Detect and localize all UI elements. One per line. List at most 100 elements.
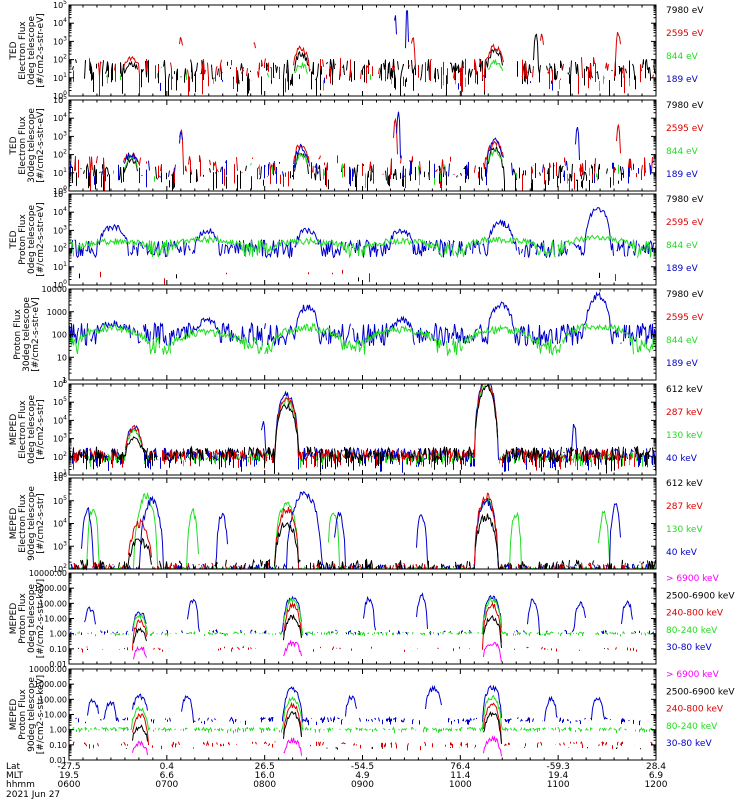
y-tick-label: 100 bbox=[52, 331, 67, 340]
legend-entry: > 6900 keV bbox=[666, 670, 720, 680]
legend-entry: 287 keV bbox=[666, 502, 703, 512]
series-trace bbox=[69, 322, 656, 357]
x-tick-hhmm: 1000 bbox=[449, 780, 472, 790]
legend-entry: 7980 eV bbox=[666, 290, 704, 300]
plot-frame bbox=[68, 668, 657, 761]
x-label-date: 2021 Jun 27 bbox=[6, 790, 60, 800]
series-287-kev bbox=[71, 492, 652, 571]
y-tick-label: 102 bbox=[53, 149, 67, 160]
x-tick-mlt: 4.9 bbox=[355, 771, 370, 781]
series-30-80-kev bbox=[70, 592, 654, 636]
series-189-ev bbox=[70, 208, 656, 258]
panel-1: 100 101 102 103 104 105 TED Electron Flux 0deg t… bbox=[9, 0, 704, 101]
plot-frame bbox=[68, 572, 657, 665]
y-tick-label: 101 bbox=[53, 469, 67, 480]
y-axis-label: Proton Flux bbox=[18, 689, 28, 740]
y-tick-label: 1000.00 bbox=[34, 584, 67, 593]
y-tick-label: 100 bbox=[53, 185, 67, 196]
legend-entry: 2595 eV bbox=[666, 29, 704, 39]
series-trace bbox=[126, 710, 641, 750]
x-tick-hhmm: 0600 bbox=[58, 780, 81, 790]
series-trace bbox=[79, 272, 600, 282]
y-tick-label: 105 bbox=[53, 94, 67, 105]
y-tick-label: 100.00 bbox=[39, 695, 67, 704]
legend-entry: 240-800 keV bbox=[666, 609, 724, 619]
series-189-ev bbox=[69, 291, 656, 347]
legend-entry: 2500-6900 keV bbox=[666, 687, 735, 697]
y-tick-label: 100 bbox=[53, 279, 67, 290]
legend-entry: 612 keV bbox=[666, 479, 703, 489]
y-tick-label: 102 bbox=[53, 243, 67, 254]
series-130-kev bbox=[69, 491, 656, 570]
y-axis-label: Electron Flux bbox=[18, 21, 28, 80]
y-tick-label: 106 bbox=[53, 472, 67, 483]
y-tick-label: 104 bbox=[53, 206, 67, 217]
y-axis-label: [#/cm2-s-str] bbox=[36, 399, 46, 459]
legend-entry: 7980 eV bbox=[666, 195, 704, 205]
legend-entry: 80-240 keV bbox=[666, 722, 718, 732]
series-240-800-kev bbox=[70, 603, 647, 652]
series-trace bbox=[70, 603, 647, 652]
legend-entry: 189 eV bbox=[666, 359, 699, 369]
x-tick-hhmm: 0700 bbox=[155, 780, 178, 790]
plot-frame bbox=[68, 4, 657, 97]
y-axis-label: [#/cm2-s-str-eV] bbox=[36, 108, 46, 183]
y-axis-label: TED bbox=[9, 136, 19, 155]
series-189-ev bbox=[142, 11, 654, 91]
series-trace bbox=[133, 639, 502, 662]
y-axis-label: MEPED bbox=[9, 603, 19, 635]
x-tick-hhmm: 1200 bbox=[645, 780, 668, 790]
legend-entry: 612 keV bbox=[666, 385, 703, 395]
y-tick-label: 102 bbox=[53, 54, 67, 65]
x-tick-hhmm: 0800 bbox=[253, 780, 276, 790]
legend-entry: 130 keV bbox=[666, 431, 703, 441]
panel-7: 0.01 0.10 1.00 10.00 100.00 1000.00 10000.00 ME… bbox=[9, 569, 735, 669]
y-axis-label: Electron Flux bbox=[18, 116, 28, 175]
series-trace bbox=[74, 513, 656, 571]
legend-entry: 844 eV bbox=[666, 147, 699, 157]
y-axis-label: [#/cm2-s-str-keV] bbox=[36, 675, 46, 754]
series-2595-ev bbox=[100, 269, 616, 285]
series-844-ev bbox=[69, 322, 656, 357]
x-tick-lat: 76.4 bbox=[450, 762, 470, 772]
y-axis-label: [#/cm2-s-str-eV] bbox=[36, 13, 46, 88]
y-axis-label: MEPED bbox=[9, 699, 19, 731]
y-axis-label: MEPED bbox=[9, 508, 19, 540]
series-trace bbox=[70, 491, 655, 571]
series-844-ev bbox=[99, 60, 650, 91]
y-tick-label: 103 bbox=[53, 35, 67, 46]
series-844-ev bbox=[101, 148, 655, 188]
y-tick-label: 101 bbox=[53, 261, 67, 272]
legend-entry: 130 keV bbox=[666, 525, 703, 535]
x-tick-lat: 26.5 bbox=[255, 762, 275, 772]
legend-entry: 40 keV bbox=[666, 548, 698, 558]
y-axis-label: 30deg telescope bbox=[22, 297, 32, 372]
x-tick-lat: 28.4 bbox=[646, 762, 666, 772]
legend-entry: 7980 eV bbox=[666, 101, 704, 111]
legend-entry: 80-240 keV bbox=[666, 626, 718, 636]
series-trace bbox=[70, 686, 656, 725]
y-tick-label: 1000.00 bbox=[34, 680, 67, 689]
series-trace bbox=[99, 60, 650, 91]
x-tick-hhmm: 0900 bbox=[351, 780, 374, 790]
series-trace bbox=[71, 492, 652, 571]
y-tick-label: 100.00 bbox=[39, 599, 67, 608]
series-2595-ev bbox=[73, 32, 654, 96]
y-tick-label: 101 bbox=[53, 72, 67, 83]
panel-8: 0.01 0.10 1.00 10.00 100.00 1000.00 10000.00 ME… bbox=[9, 665, 735, 765]
series-trace bbox=[69, 117, 653, 191]
legend-entry: 844 eV bbox=[666, 336, 699, 346]
series-trace bbox=[142, 11, 654, 91]
series-trace bbox=[73, 701, 654, 751]
series-trace bbox=[69, 291, 656, 347]
legend-entry: 2595 eV bbox=[666, 218, 704, 228]
legend-entry: 2595 eV bbox=[666, 313, 704, 323]
series-7980-ev bbox=[79, 272, 600, 282]
legend-entry: 189 eV bbox=[666, 170, 699, 180]
y-axis-label: 0deg telescope bbox=[27, 16, 37, 86]
series-trace bbox=[70, 208, 656, 258]
series--6900-kev bbox=[133, 639, 502, 662]
y-tick-label: 103 bbox=[53, 224, 67, 235]
y-tick-label: 106 bbox=[53, 378, 67, 389]
y-tick-label: 101 bbox=[53, 167, 67, 178]
